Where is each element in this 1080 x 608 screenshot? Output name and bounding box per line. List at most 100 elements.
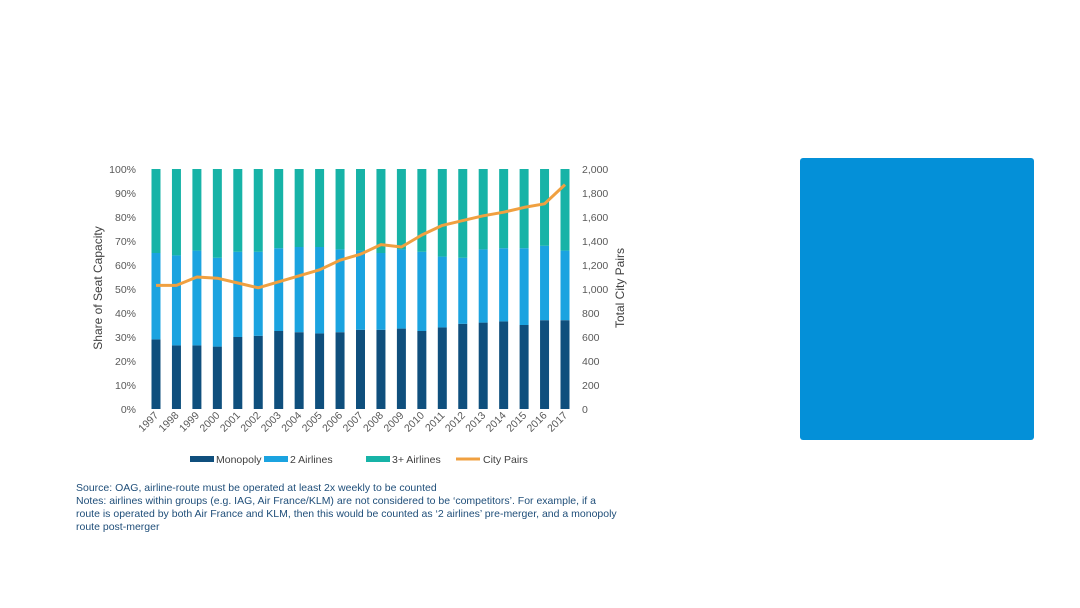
bar-two_airlines-1999 — [192, 250, 202, 346]
bar-layer — [151, 169, 570, 409]
bar-three_plus-2016 — [540, 169, 550, 246]
y2-tick-label: 2,000 — [582, 164, 608, 176]
y2-tick-label: 0 — [582, 404, 588, 416]
notes-line-3: route post-merger — [76, 521, 160, 533]
bar-three_plus-2002 — [253, 169, 263, 252]
bar-two_airlines-2002 — [253, 251, 263, 336]
x-tick-label: 2006 — [320, 410, 345, 435]
bar-two_airlines-2016 — [540, 245, 550, 321]
x-tick-label: 2016 — [525, 410, 550, 435]
y-tick-label: 10% — [115, 380, 136, 392]
x-tick-label: 2010 — [402, 410, 427, 435]
x-tick-label: 1999 — [177, 410, 202, 435]
bar-two_airlines-2010 — [417, 251, 427, 331]
bar-three_plus-1998 — [171, 169, 181, 256]
legend-label-three_plus: 3+ Airlines — [392, 454, 441, 466]
y-tick-label: 0% — [121, 404, 136, 416]
x-tick-label: 2007 — [341, 410, 366, 435]
bar-monopoly-2011 — [437, 327, 447, 409]
bar-three_plus-2009 — [396, 169, 406, 250]
bar-three_plus-1997 — [151, 169, 161, 253]
y2-tick-label: 1,800 — [582, 188, 608, 200]
bar-three_plus-2013 — [478, 169, 488, 250]
bar-monopoly-2009 — [396, 328, 406, 409]
bar-monopoly-2016 — [540, 320, 550, 409]
bar-two_airlines-2012 — [458, 257, 468, 324]
bar-three_plus-2006 — [335, 169, 345, 250]
bar-two_airlines-2015 — [519, 248, 529, 325]
y-tick-label: 90% — [115, 188, 136, 200]
chart-notes: Source: OAG, airline-route must be opera… — [76, 482, 676, 534]
x-tick-label: 2012 — [443, 410, 468, 435]
x-tick-label: 2015 — [504, 410, 529, 435]
legend-swatch-two_airlines — [264, 456, 288, 462]
bar-three_plus-2010 — [417, 169, 427, 252]
bar-two_airlines-2001 — [233, 251, 243, 337]
bar-monopoly-2012 — [458, 323, 468, 409]
bar-monopoly-1997 — [151, 339, 161, 409]
x-tick-label: 2000 — [197, 410, 222, 435]
bar-two_airlines-2000 — [212, 257, 222, 347]
x-tick-label: 2004 — [279, 410, 304, 435]
bar-two_airlines-2005 — [315, 247, 325, 334]
y-axis-title: Share of Seat Capacity — [91, 226, 105, 349]
bar-three_plus-2012 — [458, 169, 468, 258]
x-tick-label: 2011 — [423, 410, 448, 435]
x-tick-label: 2013 — [463, 410, 488, 435]
bar-three_plus-2017 — [560, 169, 570, 251]
y2-tick-label: 400 — [582, 356, 600, 368]
bar-monopoly-2003 — [274, 331, 284, 409]
bar-monopoly-2015 — [519, 325, 529, 409]
bar-two_airlines-2007 — [356, 250, 365, 330]
bar-three_plus-2011 — [437, 169, 447, 257]
y-tick-label: 70% — [115, 236, 136, 248]
bar-monopoly-2000 — [212, 346, 222, 409]
y2-tick-label: 800 — [582, 308, 600, 320]
bar-two_airlines-2014 — [499, 248, 509, 322]
x-tick-label: 2005 — [300, 410, 325, 435]
x-tick-label: 2001 — [218, 410, 243, 435]
y-tick-label: 100% — [109, 164, 136, 176]
y-tick-label: 30% — [115, 332, 136, 344]
x-tick-label: 2002 — [238, 410, 263, 435]
notes-line-1: Notes: airlines within groups (e.g. IAG,… — [76, 495, 596, 507]
bar-two_airlines-2006 — [335, 249, 345, 333]
x-axis: 1997199819992000200120022003200420052006… — [136, 410, 570, 435]
bar-monopoly-2010 — [417, 331, 427, 409]
bar-monopoly-2014 — [499, 321, 509, 409]
legend-label-two_airlines: 2 Airlines — [290, 454, 333, 466]
y2-tick-label: 1,600 — [582, 212, 608, 224]
bar-two_airlines-2009 — [396, 249, 406, 329]
bar-monopoly-2002 — [253, 335, 263, 409]
bar-two_airlines-2008 — [376, 253, 386, 330]
bar-two_airlines-2011 — [437, 256, 447, 328]
y-tick-label: 40% — [115, 308, 136, 320]
bar-three_plus-2000 — [212, 169, 222, 258]
y2-tick-label: 200 — [582, 380, 600, 392]
x-tick-label: 1997 — [136, 410, 161, 435]
legend: Monopoly 2 Airlines 3+ Airlines City Pairs — [190, 454, 528, 466]
x-tick-label: 2008 — [361, 410, 386, 435]
bar-two_airlines-2017 — [560, 250, 570, 321]
y2-tick-label: 1,200 — [582, 260, 608, 272]
y2-tick-label: 1,400 — [582, 236, 608, 248]
bar-three_plus-2007 — [356, 169, 365, 251]
bar-monopoly-1999 — [192, 345, 202, 409]
notes-line-2: route is operated by both Air France and… — [76, 508, 617, 520]
bar-two_airlines-2003 — [274, 248, 284, 331]
y-tick-label: 20% — [115, 356, 136, 368]
y-tick-label: 50% — [115, 284, 136, 296]
bar-three_plus-2005 — [315, 169, 325, 247]
bar-three_plus-2004 — [294, 169, 304, 247]
legend-swatch-monopoly — [190, 456, 214, 462]
y2-tick-label: 1,000 — [582, 284, 608, 296]
bar-monopoly-2004 — [294, 332, 304, 409]
bar-two_airlines-2013 — [478, 249, 488, 323]
legend-label-monopoly: Monopoly — [216, 454, 262, 466]
bar-two_airlines-1998 — [171, 255, 181, 346]
y-tick-label: 60% — [115, 260, 136, 272]
bar-two_airlines-2004 — [294, 247, 304, 333]
bar-monopoly-2017 — [560, 320, 570, 409]
bar-monopoly-2006 — [335, 332, 345, 409]
